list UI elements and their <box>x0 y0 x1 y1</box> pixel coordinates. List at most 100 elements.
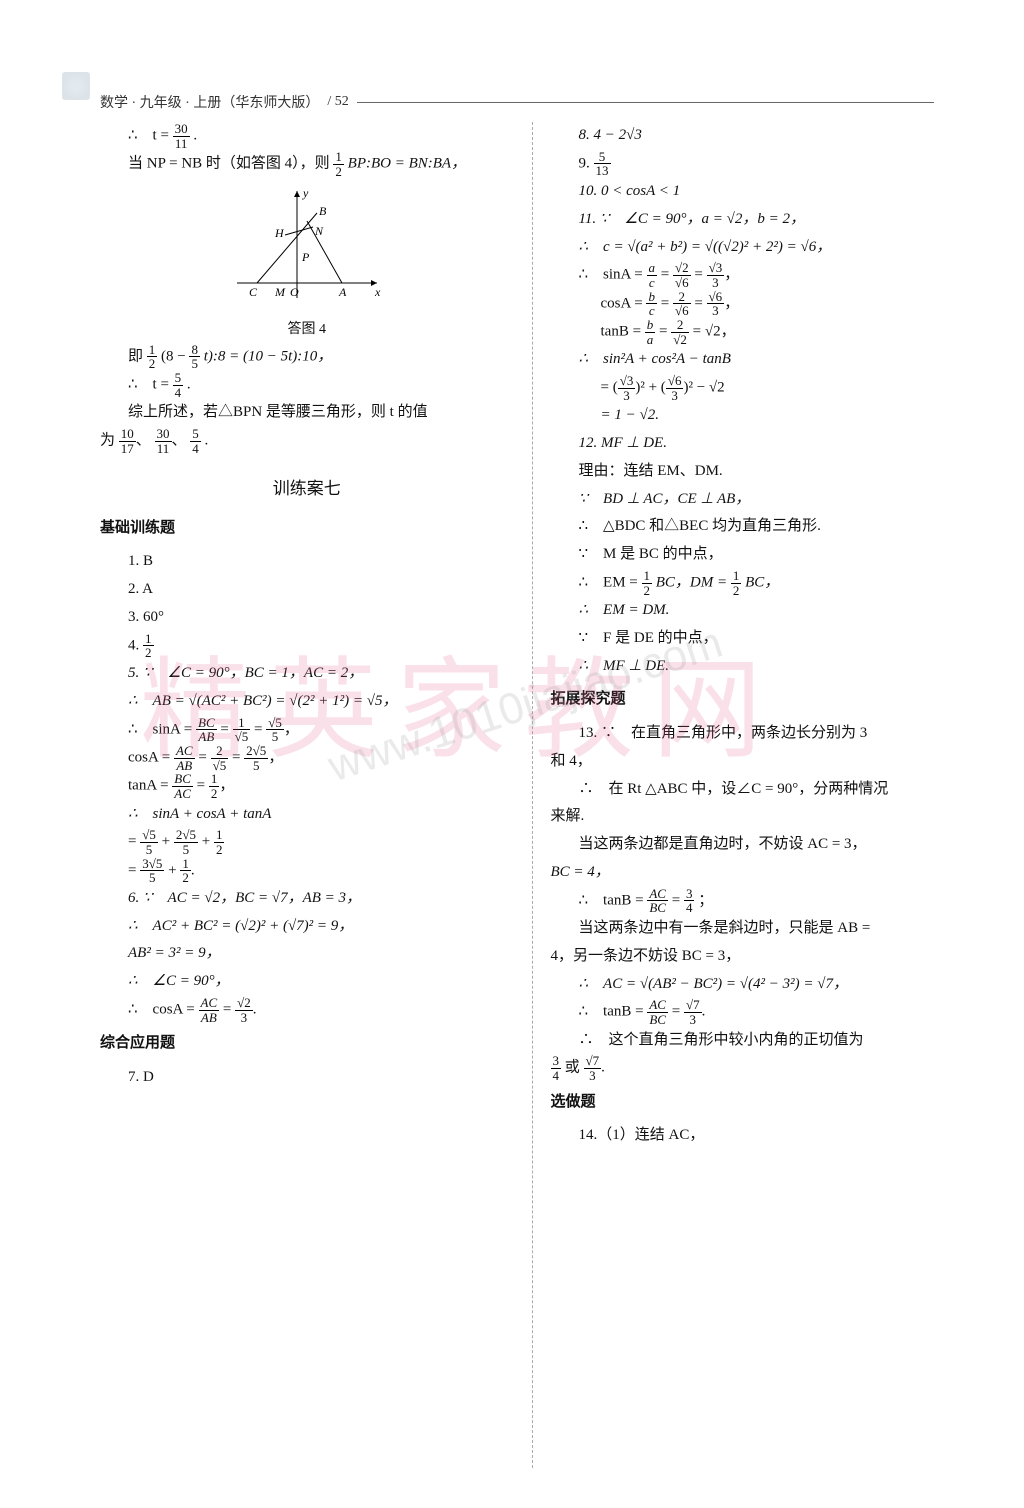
t: 4. <box>128 637 143 653</box>
d: 5 <box>244 759 268 773</box>
line: 7. D <box>100 1064 514 1092</box>
line: 8. 4 − 2√3 <box>551 122 965 150</box>
page-ref: / 52 <box>327 94 348 110</box>
d: 3 <box>584 1069 602 1083</box>
line: 1. B <box>100 548 514 576</box>
n: BC <box>196 716 217 731</box>
n: 30 <box>155 427 172 442</box>
line: 4，另一条边不妨设 BC = 3， <box>551 943 965 971</box>
line: 13. ∵ 在直角三角形中，两条边长分别为 3 <box>551 720 965 748</box>
t: 即 <box>128 348 143 364</box>
n: 2 <box>671 318 689 333</box>
svg-text:B: B <box>319 204 327 218</box>
line: ∴ t = 54 . <box>100 371 514 399</box>
subsection-heading: 拓展探究题 <box>551 686 965 714</box>
d: 4 <box>551 1069 562 1083</box>
d: √2 <box>671 333 689 347</box>
n: 2√5 <box>174 828 198 843</box>
t: 当 NP = NB 时（如答图 4），则 <box>128 156 330 172</box>
line: 6. ∵ AC = √2，BC = √7，AB = 3， <box>100 885 514 913</box>
t: cosA = <box>601 295 647 311</box>
n: b <box>646 290 657 305</box>
n: √5 <box>266 716 284 731</box>
line: BC = 4， <box>551 859 965 887</box>
line: 当这两条边中有一条是斜边时，只能是 AB = <box>551 915 965 943</box>
line: ∴ AC = √(AB² − BC²) = √(4² − 3²) = √7， <box>551 971 965 999</box>
svg-text:A: A <box>338 285 347 299</box>
n: BC <box>172 772 193 787</box>
n: 1 <box>180 857 191 872</box>
line: = (√33)² + (√63)² − √2 <box>551 374 965 402</box>
line: 当这两条边都是直角边时，不妨设 AC = 3， <box>551 831 965 859</box>
line: 综上所述，若△BPN 是等腰三角形，则 t 的值 <box>100 399 514 427</box>
line: ∴ sinA + cosA + tanA <box>100 801 514 829</box>
d: 4 <box>684 901 695 915</box>
t: BC，DM = <box>656 574 731 590</box>
d: 3 <box>666 389 684 403</box>
svg-text:M: M <box>274 285 286 299</box>
t: = √2， <box>693 324 736 340</box>
t: (8 − <box>161 348 189 364</box>
line: ∴ tanB = ACBC = √73. <box>551 998 965 1026</box>
right-column: 8. 4 − 2√3 9. 513 10. 0 < cosA < 1 11. ∵… <box>551 122 965 1468</box>
n: 3 <box>551 1054 562 1069</box>
line: cosA = ACAB = 2√5 = 2√55， <box>100 744 514 772</box>
n: 2 <box>673 290 691 305</box>
d: 3 <box>235 1011 253 1025</box>
d: 4 <box>173 386 184 400</box>
t: BC， <box>745 574 779 590</box>
n: 2 <box>211 744 229 759</box>
subsection-heading: 选做题 <box>551 1089 965 1117</box>
n: 1 <box>642 569 653 584</box>
t: . <box>205 433 209 449</box>
n: 5 <box>190 427 201 442</box>
d: AC <box>172 787 193 801</box>
line: = √55 + 2√55 + 12 <box>100 828 514 856</box>
d: √6 <box>673 304 691 318</box>
n: √7 <box>584 1054 602 1069</box>
section-heading: 训练案七 <box>100 473 514 504</box>
d: 3 <box>707 276 725 290</box>
d: 2 <box>209 787 220 801</box>
n: 3 <box>684 887 695 902</box>
d: 11 <box>173 137 190 151</box>
line: ∴ AC² + BC² = (√2)² + (√7)² = 9， <box>100 913 514 941</box>
t: ∴ sinA = <box>128 721 196 737</box>
t: − √2 <box>697 380 725 396</box>
d: BC <box>647 1013 668 1027</box>
n: b <box>645 318 656 333</box>
n: 1 <box>143 632 154 647</box>
figure-caption: 答图 4 <box>100 317 514 343</box>
t: . <box>187 376 191 392</box>
t: ∴ cosA = <box>128 1002 199 1018</box>
d: 11 <box>155 442 172 456</box>
line: 和 4， <box>551 748 965 776</box>
d: c <box>647 276 658 290</box>
line: ∴ △BDC 和△BEC 均为直角三角形. <box>551 513 965 541</box>
n: √3 <box>618 374 636 389</box>
n: 1 <box>731 569 742 584</box>
column-divider <box>532 122 533 1468</box>
n: AC <box>647 887 668 902</box>
svg-text:y: y <box>302 186 309 200</box>
t: ； <box>698 892 713 908</box>
n: √6 <box>707 290 725 305</box>
n: √2 <box>673 261 691 276</box>
line: 即 12 (8 − 85 t):8 = (10 − 5t):10， <box>100 343 514 371</box>
line: ∴ EM = DM. <box>551 597 965 625</box>
d: a <box>645 333 656 347</box>
n: 8 <box>189 343 200 358</box>
line: ∵ F 是 DE 的中点， <box>551 625 965 653</box>
n: √6 <box>666 374 684 389</box>
d: c <box>646 304 657 318</box>
t: 为 <box>100 433 115 449</box>
line: 10. 0 < cosA < 1 <box>551 178 965 206</box>
t: . <box>193 128 197 144</box>
n: 1 <box>209 772 220 787</box>
svg-text:H: H <box>274 226 285 240</box>
page-title: 数学 · 九年级 · 上册（华东师大版） <box>100 92 319 112</box>
n: AC <box>647 998 668 1013</box>
n: 1 <box>233 716 251 731</box>
n: a <box>647 261 658 276</box>
line: ∴ ∠C = 90°， <box>100 968 514 996</box>
